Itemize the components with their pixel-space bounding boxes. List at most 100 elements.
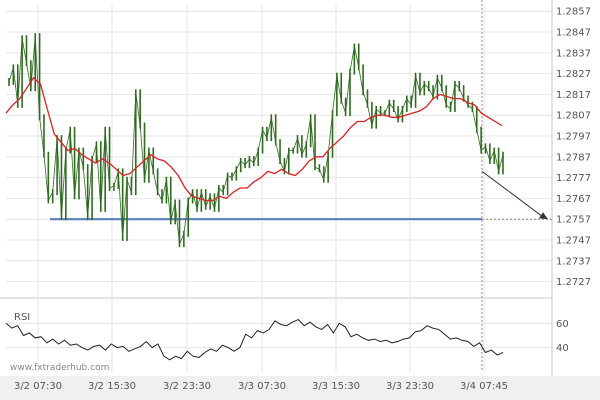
price-segment [139, 125, 145, 180]
price-tick-label: 1.2817 [556, 90, 591, 101]
price-segment [183, 200, 189, 234]
price-segment [87, 158, 93, 218]
plot-background [6, 5, 552, 372]
price-segment [349, 46, 355, 72]
price-segment [244, 158, 250, 166]
price-segment [253, 150, 259, 164]
price-segment [21, 38, 27, 64]
time-tick-label: 3/2 23:30 [163, 381, 211, 392]
rsi-label: RSI [14, 312, 30, 323]
price-segment [284, 150, 290, 172]
price-segment [152, 171, 159, 193]
price-segment [336, 75, 342, 101]
price-segment [323, 154, 329, 180]
price-segment [445, 104, 451, 110]
watermark: www.fxtraderhub.com [10, 363, 109, 373]
price-segment [375, 108, 381, 114]
price-tick-label: 1.2807 [556, 111, 591, 122]
price-segment [231, 169, 237, 178]
rsi-tick-label: 40 [556, 343, 569, 354]
price-segment [144, 150, 150, 180]
price-segment [472, 108, 478, 130]
price-segment [441, 88, 447, 105]
projection-arrow-line [481, 170, 545, 219]
moving-average-line [5, 76, 503, 202]
price-segment [292, 137, 298, 151]
price-segment [113, 171, 119, 187]
time-tick-label: 3/4 07:45 [460, 381, 508, 392]
price-segment [358, 67, 364, 93]
price-segment [122, 179, 128, 238]
price-segment [196, 192, 202, 209]
price-segment [450, 83, 456, 110]
price-segment [266, 117, 272, 139]
price-segment [476, 129, 482, 151]
price-segment [227, 175, 233, 178]
price-tick-label: 1.2857 [556, 7, 591, 18]
price-segment [65, 129, 71, 151]
price-segment [458, 88, 465, 99]
price-segment [340, 100, 346, 114]
price-segment [179, 233, 185, 245]
time-tick-label: 3/2 15:30 [88, 381, 136, 392]
time-tick-label: 3/3 07:30 [238, 381, 286, 392]
price-segment [104, 129, 110, 189]
price-segment [310, 117, 316, 168]
price-segment [170, 202, 176, 222]
price-segment [131, 92, 137, 193]
price-segment [96, 144, 102, 209]
price-segment [332, 75, 338, 114]
price-segment [410, 75, 416, 105]
price-segment [117, 171, 124, 238]
price-segment [367, 104, 373, 126]
price-segment [192, 192, 198, 209]
price-segment [109, 185, 115, 189]
price-segment [52, 138, 58, 193]
price-tick-label: 1.2747 [556, 236, 591, 247]
rsi-line [5, 319, 504, 361]
price-tick-label: 1.2837 [556, 48, 591, 59]
price-segment [47, 191, 54, 201]
price-segment [275, 142, 281, 162]
price-segment [297, 137, 303, 155]
price-segment [485, 146, 491, 162]
price-segment [74, 150, 80, 197]
price-segment [165, 179, 172, 222]
price-tick-label: 1.2847 [556, 28, 591, 39]
price-segment [30, 36, 36, 89]
price-segment [371, 108, 377, 126]
price-segment [43, 154, 49, 201]
price-segment [161, 179, 167, 201]
price-segment [82, 167, 89, 218]
price-segment [362, 92, 368, 105]
price-segment [384, 102, 390, 114]
price-segment [61, 150, 67, 218]
price-segment [428, 88, 434, 97]
price-segment [454, 83, 460, 89]
price-segment [402, 98, 408, 110]
price-segment [69, 129, 75, 197]
price-tick-label: 1.2757 [556, 215, 591, 226]
price-segment [174, 202, 180, 245]
price-segment [301, 144, 307, 155]
time-tick-label: 3/3 23:30 [386, 381, 434, 392]
price-tick-label: 1.2777 [556, 173, 591, 184]
price-segment [480, 146, 486, 151]
price-segment [222, 175, 228, 193]
price-segment [432, 77, 438, 97]
price-tick-label: 1.2737 [556, 256, 591, 267]
price-segment [419, 83, 425, 93]
price-segment [415, 75, 421, 93]
price-segment [319, 169, 325, 180]
time-tick-label: 3/2 07:30 [14, 381, 62, 392]
price-segment [437, 77, 443, 89]
price-segment [424, 83, 429, 89]
price-segment [305, 117, 312, 145]
price-tick-label: 1.2797 [556, 132, 591, 143]
price-segment [209, 196, 215, 209]
price-segment [353, 46, 360, 68]
price-segment [205, 196, 211, 207]
price-segment [91, 144, 97, 160]
